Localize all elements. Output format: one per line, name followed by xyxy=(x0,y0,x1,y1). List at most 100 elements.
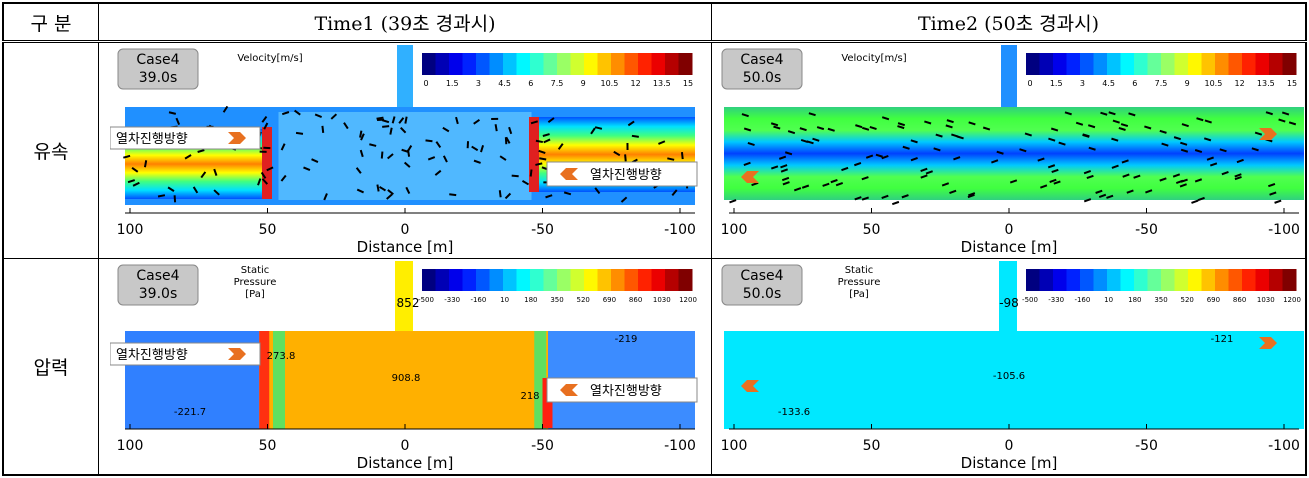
vector xyxy=(1112,119,1120,124)
vector xyxy=(1057,141,1066,146)
vector xyxy=(799,126,807,131)
value-annotation: -121 xyxy=(1210,334,1233,345)
vector xyxy=(281,110,290,115)
vector xyxy=(131,166,139,173)
vector xyxy=(1048,178,1057,183)
colorbar-cell xyxy=(1066,268,1080,291)
vector xyxy=(535,161,543,166)
vector xyxy=(671,188,678,196)
colorbar-cell xyxy=(624,268,639,291)
vector xyxy=(1204,119,1212,123)
colorbar-tick: 3 xyxy=(1079,79,1084,88)
colorbar-tick: 10.5 xyxy=(600,79,618,88)
colorbar-tick: 690 xyxy=(1206,296,1219,304)
x-tick-label: 50 xyxy=(259,438,277,454)
vector xyxy=(658,139,666,145)
vector xyxy=(835,181,843,186)
vector xyxy=(173,194,177,202)
vector xyxy=(1190,199,1198,204)
vector xyxy=(398,116,405,124)
header-cell: Time1 (39초 경과시) xyxy=(98,2,712,43)
vector xyxy=(311,157,319,163)
vector xyxy=(280,142,286,150)
colorbar-tick: 7.5 xyxy=(551,79,564,88)
colorbar-tick: 15 xyxy=(1286,79,1296,88)
vector xyxy=(590,126,596,134)
colorbar-cell xyxy=(651,268,666,291)
x-tick-label: -100 xyxy=(664,438,696,454)
vector xyxy=(1179,141,1187,146)
x-tick-label: 100 xyxy=(720,438,747,454)
colorbar-cell xyxy=(489,52,504,75)
legend-title: [Pa] xyxy=(849,289,869,300)
vector xyxy=(853,195,862,200)
field xyxy=(262,126,272,199)
colorbar-cell xyxy=(1201,268,1215,291)
colorbar-tick: -500 xyxy=(418,296,434,304)
case-time: 50.0s xyxy=(742,286,780,302)
vector xyxy=(376,116,384,120)
vector xyxy=(449,192,457,196)
direction-label: 열차진행방향 xyxy=(590,383,662,399)
vector xyxy=(967,120,976,125)
colorbar-tick: 12 xyxy=(631,79,641,88)
vector xyxy=(945,123,953,128)
colorbar-cell xyxy=(1106,268,1121,291)
vector xyxy=(808,111,816,116)
colorbar-cell xyxy=(1187,268,1202,291)
vector xyxy=(386,193,393,200)
colorbar-tick: 15 xyxy=(683,79,693,88)
colorbar-cell xyxy=(489,268,504,291)
x-tick-label: -50 xyxy=(531,222,554,238)
vector xyxy=(407,149,411,157)
vector xyxy=(1281,111,1289,115)
shaft xyxy=(1000,44,1017,107)
vector xyxy=(861,195,869,201)
vector xyxy=(175,117,181,125)
vector xyxy=(910,138,918,143)
colorbar-cell xyxy=(584,52,598,75)
vector xyxy=(821,182,830,187)
vector xyxy=(902,145,910,150)
colorbar-tick: 690 xyxy=(603,296,616,304)
vector xyxy=(1085,174,1094,179)
vector xyxy=(257,177,262,186)
vector xyxy=(157,193,166,198)
vector xyxy=(772,125,780,130)
x-axis-label: Distance [m] xyxy=(960,454,1057,472)
colorbar-cell xyxy=(1160,52,1175,75)
vector xyxy=(1277,118,1286,122)
vector xyxy=(404,116,408,124)
colorbar-cell xyxy=(1120,268,1134,291)
vector xyxy=(624,153,627,161)
vector xyxy=(829,178,838,183)
x-tick-label: 50 xyxy=(862,438,880,454)
vector xyxy=(1158,129,1167,134)
colorbar-cell xyxy=(1052,268,1067,291)
vector xyxy=(1273,199,1281,204)
colorbar-tick: 860 xyxy=(1232,296,1245,304)
legend-title: Velocity[m/s] xyxy=(841,53,906,64)
vector xyxy=(498,189,502,197)
colorbar-cell xyxy=(1160,268,1175,291)
colorbar-tick: 12 xyxy=(1234,79,1244,88)
colorbar-tick: 1200 xyxy=(1283,296,1301,304)
vector xyxy=(391,115,396,124)
vector xyxy=(627,120,635,126)
vector xyxy=(840,166,848,171)
colorbar-cell xyxy=(1174,268,1188,291)
vector xyxy=(1233,172,1242,177)
field xyxy=(278,111,532,200)
vector xyxy=(435,140,442,148)
colorbar-cell xyxy=(557,268,571,291)
x-axis-label: Distance [m] xyxy=(960,238,1057,256)
vector xyxy=(557,142,564,150)
colorbar-cell xyxy=(1039,268,1053,291)
x-tick-label: 100 xyxy=(117,222,144,238)
vector xyxy=(359,149,364,157)
vector xyxy=(442,154,448,163)
colorbar-tick: 180 xyxy=(1128,296,1141,304)
vector xyxy=(314,113,323,118)
vector xyxy=(782,180,790,185)
vector xyxy=(1099,111,1107,116)
